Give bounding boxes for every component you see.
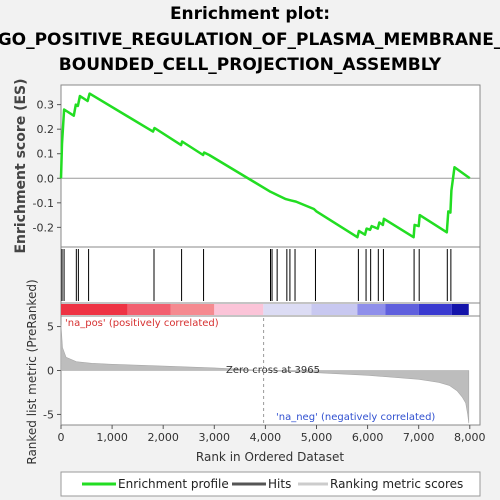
hits-layer xyxy=(61,249,452,301)
x-tick-label: 4,000 xyxy=(250,431,282,444)
es-panel xyxy=(60,84,481,248)
legend-label-ranking-metric: Ranking metric scores xyxy=(330,477,463,491)
legend-label-enrichment-profile: Enrichment profile xyxy=(118,477,229,491)
x-tick-label: 8,000 xyxy=(454,431,486,444)
legend-box xyxy=(60,471,481,497)
rank-bar-segment xyxy=(61,304,128,315)
zero-cross-label: Zero cross at 3965 xyxy=(226,365,320,376)
rank-bar-segment xyxy=(451,304,469,315)
es-ytick-label: 0.3 xyxy=(37,99,55,112)
x-tick-label: 6,000 xyxy=(352,431,384,444)
x-axis-layer: 0 1,000 2,000 3,000 4,000 5,000 6,000 7,000 8,00… xyxy=(58,425,486,444)
x-axis-label: Rank in Ordered Dataset xyxy=(196,450,344,464)
rank-bar-segment xyxy=(357,304,386,315)
x-tick-label: 0 xyxy=(58,431,65,444)
es-ytick-label: 0.1 xyxy=(37,148,55,161)
chart-title-line-2: GO_POSITIVE_REGULATION_OF_PLASMA_MEMBRAN… xyxy=(0,30,500,50)
x-tick-label: 7,000 xyxy=(403,431,435,444)
rank-bar-segment xyxy=(214,304,264,315)
rank-bar-layer xyxy=(61,304,469,315)
x-tick-label: 3,000 xyxy=(199,431,231,444)
enrichment-profile-line xyxy=(59,92,471,239)
x-tick-label: 1,000 xyxy=(96,431,128,444)
rank-bar-segment xyxy=(418,304,452,315)
legend-label-hits: Hits xyxy=(268,477,291,491)
rank-bar-segment xyxy=(263,304,312,315)
negative-correlation-label: 'na_neg' (negatively correlated) xyxy=(276,412,435,423)
es-ytick-label: -0.1 xyxy=(33,197,54,210)
rank-bar-segment xyxy=(170,304,215,315)
es-ytick-label: 0.0 xyxy=(37,172,55,185)
metric-layer: -5 0 5 xyxy=(43,318,470,424)
x-tick-label: 2,000 xyxy=(147,431,179,444)
chart-title-line-3: BOUNDED_CELL_PROJECTION_ASSEMBLY xyxy=(59,55,442,75)
es-ytick-label: -0.2 xyxy=(33,221,54,234)
es-layer: -0.2 -0.1 0.0 0.1 0.2 0.3 xyxy=(33,92,480,239)
metric-ytick-label: 0 xyxy=(47,365,54,378)
es-axis-label: Enrichment score (ES) xyxy=(13,78,29,253)
ranking-metric-area xyxy=(60,324,470,424)
metric-ytick-label: -5 xyxy=(43,408,54,421)
metric-ytick-label: 5 xyxy=(47,321,54,334)
chart-title-line-1: Enrichment plot: xyxy=(170,4,330,24)
positive-correlation-label: 'na_pos' (positively correlated) xyxy=(65,318,219,329)
rank-bar-segment xyxy=(127,304,171,315)
metric-axis-label: Ranked list metric (PreRanked) xyxy=(25,279,39,464)
rank-bar-segment xyxy=(311,304,358,315)
x-tick-label: 5,000 xyxy=(301,431,333,444)
es-ytick-label: 0.2 xyxy=(37,123,55,136)
rank-bar-segment xyxy=(385,304,419,315)
